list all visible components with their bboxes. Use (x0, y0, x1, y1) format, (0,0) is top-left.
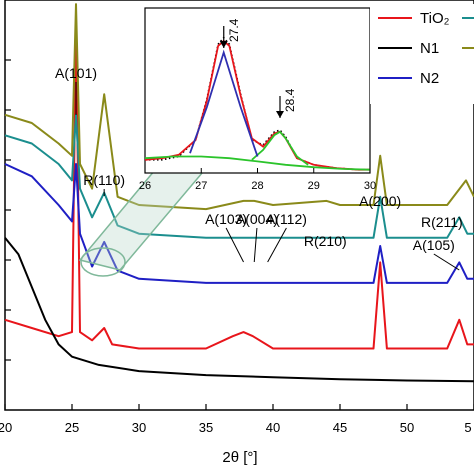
x-tick-label: 5 (464, 420, 471, 435)
inset-arrowhead (276, 111, 284, 118)
zoom-region-marker (80, 247, 126, 277)
inset-x-tick-label: 27 (195, 180, 207, 192)
x-tick-label: 35 (199, 420, 213, 435)
inset-plot-frame (144, 7, 371, 174)
x-axis-label: 2θ [°] (222, 449, 257, 466)
peak-arrow (267, 227, 287, 263)
x-tick-label: 45 (333, 420, 347, 435)
inset-peak-label: 27.4 (227, 18, 241, 42)
peak-label: A(103) (205, 211, 247, 227)
inset-series-line-4 (189, 49, 259, 157)
x-tick-label: 20 (0, 420, 12, 435)
peak-label: R(210) (304, 233, 347, 249)
main-plot-frame (4, 0, 474, 411)
inset-x-tick-label: 28 (251, 180, 263, 192)
peak-label: A(004) (236, 211, 278, 227)
x-tick-label: 30 (132, 420, 146, 435)
x-tick-label: 40 (266, 420, 280, 435)
inset-peak-label: 28.4 (283, 88, 297, 112)
peak-label: A(101) (55, 65, 97, 81)
inset-series-line-2 (144, 155, 371, 171)
series-line-4 (4, 3, 474, 211)
x-tick-label: 25 (65, 420, 79, 435)
series-line-2 (4, 163, 474, 284)
inset-arrowhead (219, 41, 228, 48)
peak-arrow (433, 253, 460, 271)
series-line-3 (4, 113, 474, 239)
peak-label: R(211) (421, 214, 463, 230)
x-tick-label: 50 (400, 420, 414, 435)
series-line-1 (4, 237, 474, 383)
inset-x-tick-label: 29 (308, 180, 320, 192)
inset-x-tick-label: 30 (364, 180, 376, 192)
peak-arrow (253, 227, 258, 263)
legend-box (370, 4, 474, 104)
peak-label: R(110) (83, 172, 125, 188)
peak-arrow (225, 227, 244, 263)
peak-label: A(112) (266, 211, 307, 227)
legend-label: N1 (420, 40, 439, 57)
series-line-0 (4, 27, 474, 350)
inset-x-tick-label: 26 (139, 180, 151, 192)
inset-series-line-3 (251, 130, 309, 166)
legend-label: N2 (420, 70, 439, 87)
legend-label: TiO₂ (420, 10, 450, 27)
peak-label: A(105) (413, 237, 455, 253)
peak-label: A(200) (359, 193, 401, 209)
